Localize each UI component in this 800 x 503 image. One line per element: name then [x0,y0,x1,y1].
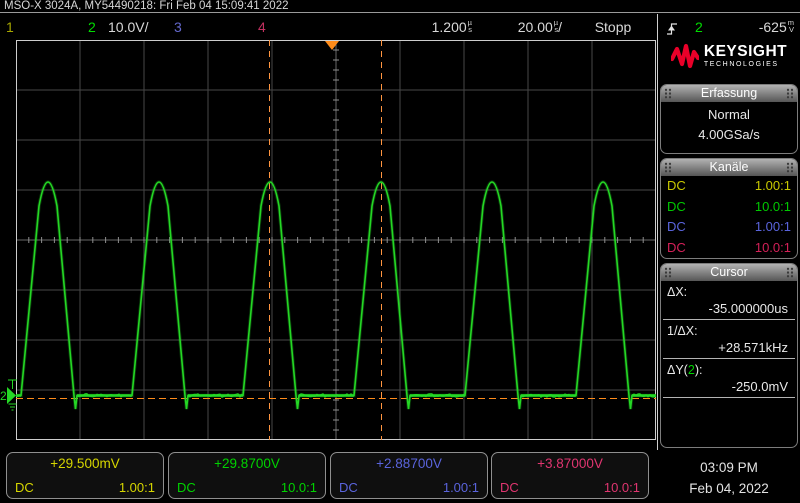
channel-probe-ratio: 1.00:1 [754,219,791,234]
channel-coupling: DC [500,480,519,495]
delta-y-label: ΔY(2): [667,363,703,377]
delta-x-value: -35.000000us [663,299,795,320]
panel-divider [657,14,658,450]
ch2-trace [16,181,656,410]
channel-row[interactable]: DC 1.00:1 [661,176,797,197]
channel2-button[interactable]: 2 [88,19,96,35]
keysight-logo: KEYSIGHT TECHNOLOGIES [660,43,798,69]
delta-y-source: 2 [687,363,695,377]
channel-row[interactable]: DC 10.0:1 [661,197,797,218]
grip-icon [786,162,794,173]
channel2-scale[interactable]: 10.0V/ [108,19,149,35]
system-title: MSO-X 3024A, MY54490218: Fri Feb 04 15:0… [4,0,289,12]
run-state-indicator[interactable]: Stopp [594,19,632,35]
channels-panel: Kanäle DC 1.00:1 DC 10.0:1 DC 1.00:1 DC 10.0:1 [660,158,798,259]
channel-value: +29.8700V [214,456,280,471]
channel-coupling: DC [667,219,686,234]
trigger-time-marker[interactable] [325,41,339,50]
channel-row[interactable]: DC 10.0:1 [661,238,797,259]
channel-value: +2.88700V [376,456,442,471]
channel-probe-ratio: 10.0:1 [280,480,317,495]
acquisition-panel-header[interactable]: Erfassung [661,85,797,102]
sample-rate: 4.00GSa/s [698,127,760,142]
delta-y-value: -250.0mV [663,377,795,398]
brand-name: KEYSIGHT [703,42,788,60]
channel-coupling: DC [667,198,686,214]
channel-coupling: DC [339,480,358,495]
cursor-panel: Cursor ΔX: -35.000000us 1/ΔX: +28.571kHz… [660,263,798,448]
cursor-panel-header[interactable]: Cursor [661,264,797,281]
channel-probe-ratio: 10.0:1 [603,480,640,495]
channels-panel-header[interactable]: Kanäle [661,159,797,176]
channel-row[interactable]: DC 1.00:1 [661,217,797,238]
grip-icon [786,267,794,278]
channel-coupling: DC [177,480,196,495]
acquisition-panel: Erfassung Normal 4.00GSa/s [660,84,798,154]
keysight-logo-mark [670,43,699,69]
channel-probe-ratio: 1.00:1 [118,480,155,495]
channel4-button[interactable]: 4 [258,19,266,35]
brand-sub: TECHNOLOGIES [703,61,779,69]
delta-x-label: ΔX: [667,285,688,299]
grip-icon [664,88,672,99]
clock: 03:09 PM Feb 04, 2022 [660,457,798,499]
channel-measurement-box[interactable]: +29.500mV DC 1.00:1 [6,452,164,499]
titlebar: MSO-X 3024A, MY54490218: Fri Feb 04 15:0… [0,0,800,13]
trigger-source[interactable]: 2 [695,19,703,35]
ch2-ground-marker[interactable]: 2 [0,379,17,411]
status-bar: 1 2 10.0V/ 3 4 1.200 µ s 20.00 µ s / Stopp 2 … [0,14,800,40]
inv-delta-x-label: 1/ΔX: [667,324,698,338]
channel1-button[interactable]: 1 [6,19,14,35]
channel-rows: DC 1.00:1 DC 10.0:1 DC 1.00:1 DC 10.0:1 [661,176,797,258]
channel-coupling: DC [667,239,686,255]
inv-delta-x-value: +28.571kHz [663,338,795,359]
channel-probe-ratio: 10.0:1 [754,198,791,214]
channel-measurement-box[interactable]: +2.88700V DC 1.00:1 [330,452,488,499]
svg-text:2: 2 [0,389,7,403]
acquisition-mode: Normal [708,107,750,122]
grip-icon [786,88,794,99]
trigger-level[interactable]: -625 m V [758,18,794,35]
channel-probe-ratio: 1.00:1 [754,178,791,193]
channel-value: +3.87000V [537,456,603,471]
grip-icon [664,267,672,278]
channel-coupling: DC [15,480,34,495]
channel3-button[interactable]: 3 [174,19,182,35]
grip-icon [664,162,672,173]
time: 03:09 PM [700,460,758,475]
side-panel: KEYSIGHT TECHNOLOGIES Erfassung Normal 4… [660,14,798,450]
channel-value: +29.500mV [50,456,120,471]
channel-coupling: DC [667,178,686,193]
channel-measurement-box[interactable]: +29.8700V DC 10.0:1 [168,452,326,499]
waveform-display: 2 [0,40,657,440]
horizontal-scale[interactable]: 20.00 µ s / [517,18,562,35]
channel-probe-ratio: 1.00:1 [442,480,479,495]
channel-probe-ratio: 10.0:1 [754,239,791,255]
horizontal-delay[interactable]: 1.200 µ s [431,18,472,35]
graticule-border [16,40,656,440]
date: Feb 04, 2022 [689,481,769,496]
channel-measurement-box[interactable]: +3.87000V DC 10.0:1 [491,452,649,499]
trigger-slope-icon [666,19,678,45]
